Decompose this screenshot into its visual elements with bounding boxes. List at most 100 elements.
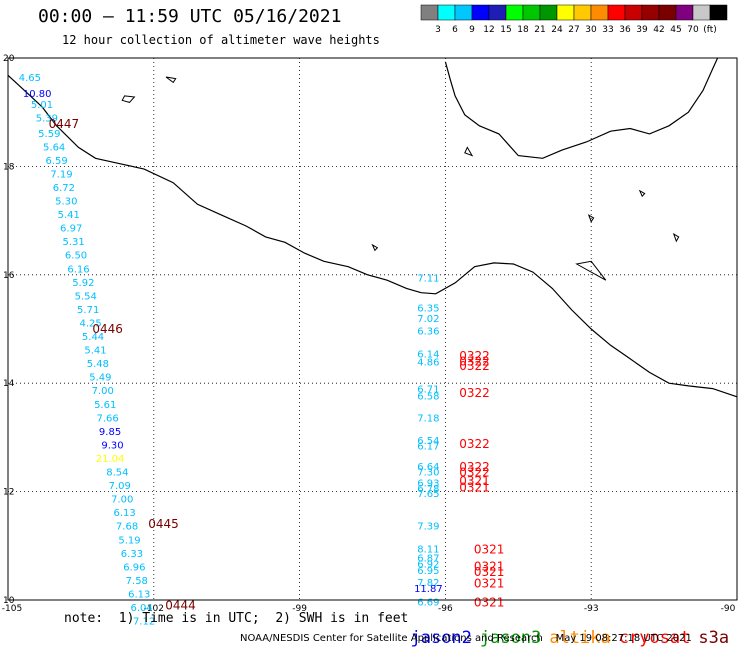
pass-time-label: 0321 — [459, 474, 490, 488]
pass-time-label: 0322 — [459, 355, 490, 369]
swh-value: 6.54 — [417, 436, 439, 447]
axis-ticks: -105 -102 -99 -96 -93 -90 20 18 16 14 12 10 — [2, 54, 736, 614]
swh-value: 7.30 — [417, 468, 439, 479]
swh-value: 6.59 — [45, 156, 67, 167]
colorbar-swatch — [641, 4, 660, 21]
colorbar-swatch — [590, 4, 609, 21]
swh-value: 6.71 — [417, 385, 439, 396]
colorbar-label: 12 — [483, 25, 494, 35]
pass-time-label: 0444 — [165, 598, 196, 612]
swh-value: 8.54 — [106, 468, 128, 479]
page-subtitle: 12 hour collection of altimeter wave hei… — [62, 33, 380, 47]
colorbar-label: 70 — [687, 25, 699, 35]
pass-time-label: 0445 — [148, 517, 179, 531]
colorbar-swatch — [420, 4, 439, 21]
colorbar-swatch — [539, 4, 558, 21]
swh-value: 5.61 — [94, 400, 116, 411]
swh-value: 6.17 — [417, 442, 439, 453]
lake-outline — [638, 189, 646, 198]
colorbar-label: 33 — [602, 25, 613, 35]
swh-value: 7.39 — [417, 522, 439, 533]
swh-value: 7.09 — [109, 481, 131, 492]
legend-jason3: jason3 — [479, 628, 542, 648]
y-tick-label: 14 — [3, 379, 15, 389]
lake-outline — [371, 243, 379, 252]
swh-value: 4.25 — [79, 318, 101, 329]
colorbar-label: 45 — [670, 25, 681, 35]
swh-value: 7.82 — [417, 578, 439, 589]
lake-outline — [165, 76, 177, 84]
colorbar-label: 39 — [636, 25, 648, 35]
swh-value: 4.65 — [19, 73, 41, 84]
swh-value: 6.87 — [417, 554, 439, 565]
swh-value: 5.48 — [87, 359, 109, 370]
swh-value: 5.44 — [82, 332, 104, 343]
colorbar-swatch — [556, 4, 575, 21]
gulf-coastline — [444, 57, 719, 159]
x-tick-label: -96 — [438, 604, 453, 614]
colorbar-label: 30 — [585, 25, 597, 35]
page-title: 00:00 — 11:59 UTC 05/16/2021 — [38, 6, 342, 27]
swh-value: 6.78 — [417, 484, 439, 495]
colorbar-swatch — [454, 4, 473, 21]
grid-lines — [8, 58, 737, 600]
colorbar-swatch — [505, 4, 524, 21]
lake-outline — [121, 95, 136, 103]
swh-value: 6.35 — [417, 303, 439, 314]
x-tick-label: -102 — [144, 604, 164, 614]
swh-value: 21.04 — [96, 454, 125, 465]
swh-value: 7.00 — [111, 495, 133, 506]
pass-time-label: 0322 — [459, 386, 490, 400]
pass-time-label: 0322 — [459, 359, 490, 373]
x-tick-label: -105 — [2, 604, 22, 614]
swh-value: 5.01 — [31, 100, 53, 111]
x-tick-label: -90 — [721, 604, 736, 614]
colorbar-swatch — [692, 4, 711, 21]
swh-value: 6.58 — [417, 392, 439, 403]
pass-time-label: 0322 — [459, 349, 490, 363]
swh-value: 7.00 — [92, 386, 114, 397]
lake-outline — [575, 260, 607, 281]
colorbar-swatch — [437, 4, 456, 21]
swh-value: 5.41 — [84, 346, 106, 357]
pass-time-label: 0321 — [474, 559, 505, 573]
colorbar-swatch — [471, 4, 490, 21]
y-tick-label: 10 — [3, 596, 15, 606]
pacific-coastline — [7, 74, 738, 398]
pass-time-label: 0321 — [474, 596, 505, 610]
swh-value: 6.93 — [417, 478, 439, 489]
swh-value: 7.12 — [133, 617, 155, 628]
colorbar-swatch — [624, 4, 643, 21]
swh-value: 5.39 — [36, 114, 58, 125]
swh-value: 7.18 — [417, 413, 439, 424]
colorbar-swatch — [709, 4, 728, 21]
swh-value: 7.58 — [126, 576, 148, 587]
swh-value: 5.92 — [72, 278, 94, 289]
colorbar-label: 15 — [500, 25, 511, 35]
swh-value: 6.69 — [417, 598, 439, 609]
swh-value: 6.04 — [131, 603, 153, 614]
colorbar-label: 6 — [452, 25, 458, 35]
lake-outline — [464, 146, 474, 157]
swh-value: 7.19 — [50, 169, 72, 180]
swh-value: 6.50 — [65, 251, 87, 262]
pass-time-label: 0321 — [459, 480, 490, 494]
colorbar-label: 42 — [653, 25, 664, 35]
y-tick-label: 18 — [3, 162, 15, 172]
x-tick-label: -99 — [292, 604, 307, 614]
swh-value: 6.13 — [128, 589, 150, 600]
pass-time-label: 0322 — [459, 466, 490, 480]
coastline — [7, 57, 738, 398]
colorbar-label: 36 — [619, 25, 631, 35]
footer-credit: NOAA/NESDIS Center for Satellite Applica… — [240, 633, 692, 644]
swh-value: 9.85 — [99, 427, 121, 438]
swh-value: 8.11 — [417, 545, 439, 556]
pass-time-label: 0321 — [474, 565, 505, 579]
map-frame — [7, 57, 738, 601]
swh-value: 6.16 — [67, 264, 89, 275]
pass-time-label: 0322 — [459, 460, 490, 474]
satellite-legend: jason2 jason3 altika cryosat s3a — [390, 608, 737, 648]
swh-value: 5.49 — [89, 373, 111, 384]
y-tick-label: 20 — [3, 54, 15, 64]
